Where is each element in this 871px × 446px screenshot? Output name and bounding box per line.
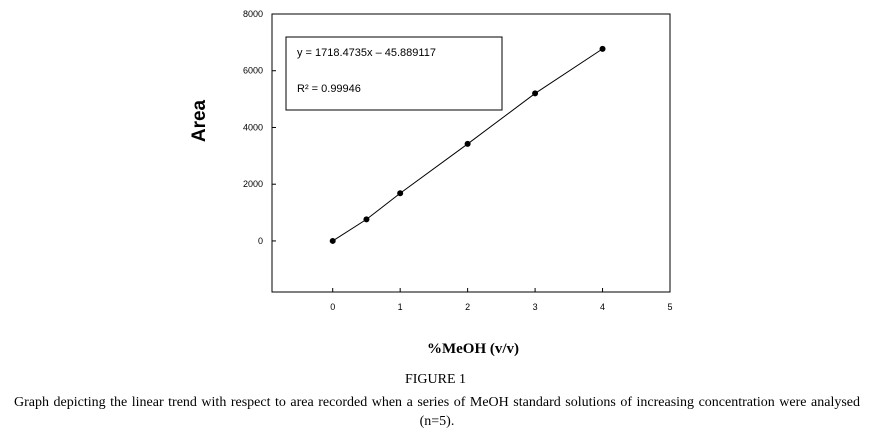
y-tick-label: 2000 <box>243 179 263 189</box>
x-tick-label: 4 <box>600 302 605 312</box>
data-point <box>464 140 471 147</box>
data-points <box>329 45 606 244</box>
figure-caption: Graph depicting the linear trend with re… <box>14 395 860 429</box>
data-point <box>397 190 404 197</box>
x-tick-label: 2 <box>465 302 470 312</box>
y-tick-label: 6000 <box>243 66 263 76</box>
r-squared-value: R² = 0.99946 <box>297 83 361 95</box>
data-point <box>532 90 539 97</box>
figure-label: FIGURE 1 <box>404 372 467 387</box>
equation-box <box>285 36 503 111</box>
trend-line <box>332 48 603 242</box>
x-tick-label: 5 <box>667 302 672 312</box>
x-axis-ticks: 0 1 2 3 4 5 <box>330 288 673 312</box>
x-axis-label: %MeOH (v/v) <box>426 341 520 357</box>
y-tick-label: 8000 <box>243 9 263 19</box>
regression-equation: y = 1718.4735x – 45.889117 <box>297 47 436 59</box>
data-point <box>329 237 336 244</box>
x-tick-label: 3 <box>533 302 538 312</box>
y-axis-ticks: 0 2000 4000 6000 8000 <box>243 9 276 246</box>
y-axis-label: Area <box>189 99 210 142</box>
y-tick-label: 4000 <box>243 122 263 132</box>
calibration-chart: 0 2000 4000 6000 8000 0 1 2 3 4 5 Area y = 1718.4… <box>189 9 673 312</box>
y-tick-label: 0 <box>258 236 263 246</box>
x-tick-label: 0 <box>330 302 335 312</box>
data-point <box>599 45 606 52</box>
x-tick-label: 1 <box>398 302 403 312</box>
plot-frame <box>271 13 671 293</box>
data-point <box>363 216 370 223</box>
